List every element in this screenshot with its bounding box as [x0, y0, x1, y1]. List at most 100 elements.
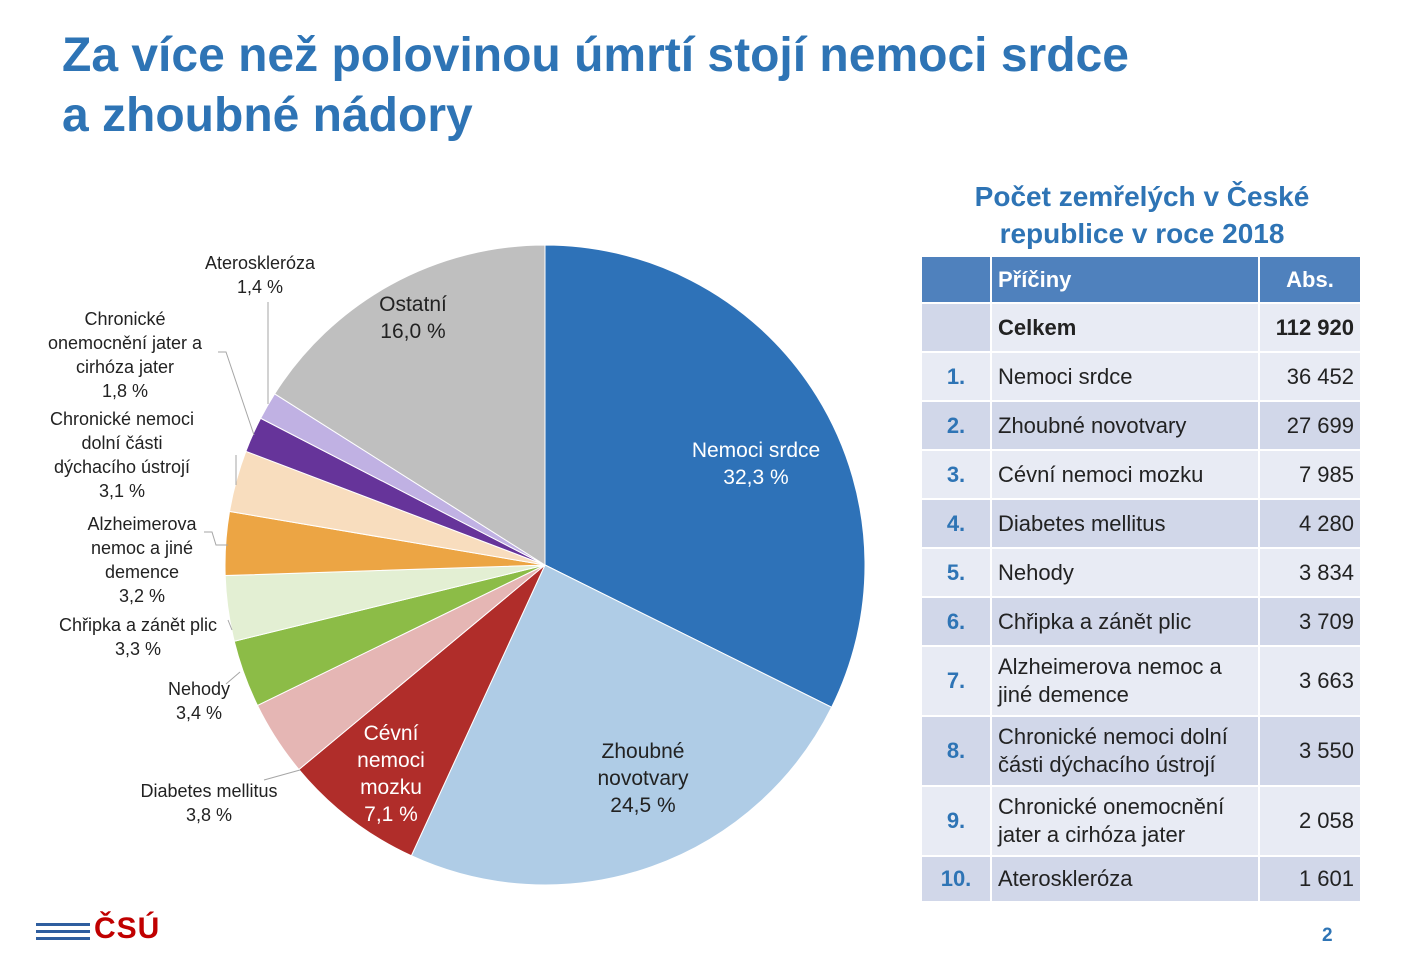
table-row: 2. Zhoubné novotvary 27 699 — [920, 400, 1362, 451]
rank-cell: 7. — [920, 645, 992, 717]
slide-title-line-1: Za více než polovinou úmrtí stojí nemoci… — [62, 29, 1129, 82]
table-row: 7. Alzheimerova nemoc a jiné demence 3 663 — [920, 645, 1362, 717]
table-row: 3. Cévní nemoci mozku 7 985 — [920, 449, 1362, 500]
slice-label-line: 7,1 % — [364, 803, 418, 826]
label-leader-line — [218, 351, 255, 436]
rank-cell: 9. — [920, 785, 992, 857]
slice-label: Alzheimerova nemoc a jiné demence 3,2 % — [87, 514, 197, 606]
cause-cell: Alzheimerova nemoc a jiné demence — [990, 645, 1260, 717]
header-rank — [920, 255, 992, 304]
slide-title: Za více než polovinou úmrtí stojí nemoci… — [62, 26, 1129, 146]
abs-cell: 4 280 — [1258, 498, 1362, 549]
slice-label: Nemoci srdce 32,3 % — [692, 439, 820, 489]
slide-title-line-2: a zhoubné nádory — [62, 89, 473, 142]
slice-label-line: 3,1 % — [99, 481, 145, 501]
slice-label: Chronické onemocnění jater a cirhóza jater… — [48, 309, 203, 401]
slice-label-line: 32,3 % — [723, 466, 788, 489]
total-rank-cell — [920, 302, 992, 353]
abs-cell: 3 663 — [1258, 645, 1362, 717]
rank-cell: 10. — [920, 855, 992, 903]
slice-label-line: dolní části — [81, 433, 162, 453]
slice-label-line: 16,0 % — [380, 320, 445, 343]
label-leader-line — [227, 619, 233, 631]
slice-label-line: Chronické nemoci — [50, 409, 194, 429]
cause-cell: Zhoubné novotvary — [990, 400, 1260, 451]
rank-cell: 4. — [920, 498, 992, 549]
cause-cell: Nemoci srdce — [990, 351, 1260, 402]
slice-label: Ostatní 16,0 % — [379, 293, 447, 343]
total-value: 112 920 — [1258, 302, 1362, 353]
slice-label-line: Ostatní — [379, 293, 447, 316]
table-row: 5. Nehody 3 834 — [920, 547, 1362, 598]
header-abs: Abs. — [1258, 255, 1362, 304]
cause-cell: Chronické onemocnění jater a cirhóza jat… — [990, 785, 1260, 857]
cause-cell: Nehody — [990, 547, 1260, 598]
cause-cell: Diabetes mellitus — [990, 498, 1260, 549]
table-row: 4. Diabetes mellitus 4 280 — [920, 498, 1362, 549]
slice-label: Cévní nemoci mozku 7,1 % — [357, 722, 425, 826]
abs-cell: 3 834 — [1258, 547, 1362, 598]
abs-cell: 36 452 — [1258, 351, 1362, 402]
rank-cell: 5. — [920, 547, 992, 598]
slice-label: Chronické nemoci dolní části dýchacího úst… — [50, 409, 194, 501]
slice-label-line: mozku — [360, 776, 422, 799]
rank-cell: 2. — [920, 400, 992, 451]
cause-cell: Chronické nemoci dolní části dýchacího ú… — [990, 715, 1260, 787]
slice-label-line: nemoc a jiné — [91, 538, 193, 558]
logo-text: ČSÚ — [94, 912, 161, 945]
table-total-row: Celkem 112 920 — [920, 302, 1362, 353]
slice-label-line: Nehody — [168, 679, 230, 699]
slice-label-line: dýchacího ústrojí — [54, 457, 190, 477]
table-header-row: Příčiny Abs. — [920, 255, 1362, 304]
total-label: Celkem — [990, 302, 1260, 353]
pie-chart: Nemoci srdce 32,3 % Zhoubné novotvary 24,5 %… — [48, 244, 866, 886]
slice-label-line: cirhóza jater — [76, 357, 174, 377]
deaths-table: Příčiny Abs. Celkem 112 920 1. Nemoci srd… — [920, 255, 1362, 903]
slice-label-line: 3,3 % — [115, 639, 161, 659]
rank-cell: 8. — [920, 715, 992, 787]
slice-label-line: 3,8 % — [186, 805, 232, 825]
table-row: 1. Nemoci srdce 36 452 — [920, 351, 1362, 402]
slice-label: Zhoubné novotvary 24,5 % — [597, 740, 689, 817]
pie-slice — [410, 564, 833, 886]
slice-label-line: Cévní — [364, 722, 419, 745]
rank-cell: 6. — [920, 596, 992, 647]
cause-cell: Ateroskleróza — [990, 855, 1260, 903]
label-leader-line — [263, 769, 301, 781]
abs-cell: 27 699 — [1258, 400, 1362, 451]
table-row: 6. Chřipka a zánět plic 3 709 — [920, 596, 1362, 647]
label-leader-line — [225, 671, 241, 685]
slice-label-line: 3,2 % — [119, 586, 165, 606]
slice-label-line: Chronické — [84, 309, 165, 329]
slice-label: Chřipka a zánět plic 3,3 % — [59, 615, 217, 659]
abs-cell: 7 985 — [1258, 449, 1362, 500]
slice-label-line: 3,4 % — [176, 703, 222, 723]
label-leader-line — [204, 531, 228, 546]
pie-slice — [298, 564, 546, 857]
pie-slice — [273, 244, 546, 566]
slice-label: Ateroskleróza 1,4 % — [205, 253, 316, 297]
slice-label-line: novotvary — [597, 767, 689, 790]
slice-label-line: nemoci — [357, 749, 425, 772]
abs-cell: 1 601 — [1258, 855, 1362, 903]
slice-label: Nehody 3,4 % — [168, 679, 230, 723]
slice-label-line: Zhoubné — [602, 740, 685, 763]
cause-cell: Cévní nemoci mozku — [990, 449, 1260, 500]
csu-logo: ČSÚ — [36, 912, 166, 948]
abs-cell: 2 058 — [1258, 785, 1362, 857]
slice-label-line: Nemoci srdce — [692, 439, 820, 462]
rank-cell: 1. — [920, 351, 992, 402]
slice-label-line: Ateroskleróza — [205, 253, 316, 273]
abs-cell: 3 550 — [1258, 715, 1362, 787]
abs-cell: 3 709 — [1258, 596, 1362, 647]
slice-label: Diabetes mellitus 3,8 % — [140, 781, 277, 825]
table-title: Počet zemřelých v České republice v roce… — [974, 181, 1310, 249]
pie-slice — [544, 244, 866, 708]
slice-label-line: 1,8 % — [102, 381, 148, 401]
slice-label-line: 24,5 % — [610, 794, 675, 817]
slice-label-line: onemocnění jater a — [48, 333, 203, 353]
table-row: 8. Chronické nemoci dolní části dýchacího… — [920, 715, 1362, 787]
table-row: 9. Chronické onemocnění jater a cirhóza j… — [920, 785, 1362, 857]
page-number: 2 — [1322, 925, 1333, 946]
slice-label-line: Chřipka a zánět plic — [59, 615, 217, 635]
